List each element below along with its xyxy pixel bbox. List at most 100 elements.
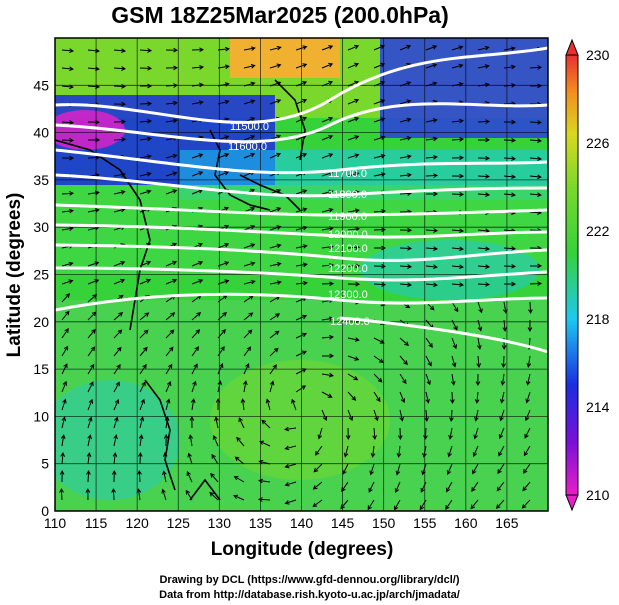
streamline-arrow (61, 155, 75, 161)
streamline-arrow (527, 319, 533, 333)
streamline-arrow (399, 373, 407, 385)
streamline-arrow (113, 101, 127, 107)
contour-label-11800: 11800.0 (328, 189, 367, 201)
streamline-arrow (269, 330, 280, 339)
streamline-arrow (161, 488, 167, 501)
streamline-arrow (243, 346, 252, 357)
streamline-arrow (472, 445, 479, 458)
streamline-arrow (526, 355, 532, 368)
streamline-arrow (399, 391, 406, 404)
streamline-arrow (499, 409, 505, 422)
streamline-arrow (321, 281, 335, 287)
streamline-arrow (477, 137, 491, 143)
streamline-arrow (217, 261, 230, 267)
streamline-arrow (295, 98, 308, 105)
streamline-arrow (269, 225, 282, 231)
streamline-arrow (503, 192, 516, 198)
streamline-arrow (451, 337, 457, 350)
streamline-arrow (61, 328, 69, 339)
streamline-arrow (269, 261, 282, 267)
colorbar-bottom-triangle (565, 494, 579, 512)
streamline-arrow (265, 398, 271, 411)
streamline-arrow (347, 281, 361, 287)
streamline-arrow (217, 46, 230, 52)
streamline-arrow (347, 153, 360, 159)
streamline-arrow (191, 153, 204, 159)
streamline-arrow (113, 364, 121, 375)
streamline-arrow (367, 499, 375, 511)
streamline-arrow (477, 45, 490, 51)
y-tick-label: 30 (33, 219, 49, 235)
streamline-arrow (217, 329, 226, 339)
streamline-arrow (529, 281, 543, 286)
streamline-arrow (524, 409, 531, 422)
streamline-arrow (425, 118, 438, 123)
streamline-arrow (113, 346, 122, 357)
streamline-arrow (529, 83, 543, 89)
streamline-arrow (347, 263, 361, 269)
streamline-arrow (423, 427, 428, 441)
streamline-arrow (187, 452, 193, 465)
streamline-arrow (61, 84, 74, 90)
streamline-arrow (284, 499, 297, 505)
streamline-arrow (295, 280, 308, 286)
streamline-arrow (295, 225, 308, 231)
streamline-arrow (399, 355, 408, 366)
x-tick-label: 155 (413, 515, 437, 531)
streamline-arrow (243, 312, 254, 321)
streamline-arrow (257, 497, 271, 502)
streamline-arrow (258, 459, 271, 465)
streamline-arrow (243, 152, 256, 159)
streamline-arrow (217, 380, 223, 393)
streamline-arrow (295, 63, 308, 69)
streamline-arrow (496, 481, 505, 492)
streamline-arrow (399, 81, 412, 87)
streamline-arrow (498, 445, 505, 457)
streamline-arrow (87, 208, 100, 213)
streamline-arrow (470, 499, 479, 510)
streamline-arrow (373, 117, 386, 123)
streamline-arrow (399, 409, 404, 422)
streamline-arrow (474, 391, 480, 404)
contour-label-11700: 11700.0 (328, 168, 367, 180)
streamline-arrow (321, 62, 334, 69)
streamline-arrow (399, 245, 413, 251)
contour-label-12100: 12100.0 (328, 243, 368, 255)
streamline-arrow (347, 171, 360, 177)
streamline-arrow (399, 172, 412, 178)
streamline-arrow (86, 452, 92, 465)
contour-label-11500: 11500.0 (230, 121, 269, 133)
streamline-arrow (59, 469, 65, 483)
streamline-arrow (139, 136, 152, 142)
streamline-arrow (269, 152, 282, 159)
streamline-arrow (312, 481, 323, 490)
streamline-arrow (425, 191, 439, 197)
streamline-arrow (87, 190, 100, 196)
streamline-arrow (477, 64, 490, 69)
streamline-arrow (61, 293, 71, 303)
streamline-arrow (521, 499, 531, 509)
colorbar-tick-label: 222 (586, 223, 610, 239)
streamline-arrow (473, 427, 479, 440)
credit-data-source: Data from http://database.rish.kyoto-u.a… (159, 589, 460, 601)
streamline-arrow (269, 280, 282, 285)
streamline-arrow (475, 373, 481, 387)
streamline-arrow (61, 398, 67, 411)
streamline-arrow (210, 472, 219, 483)
streamline-arrow (113, 278, 126, 285)
streamline-arrow (209, 491, 219, 501)
streamline-arrow (165, 189, 178, 195)
streamline-arrow (524, 427, 531, 439)
streamline-arrow (447, 445, 453, 458)
streamline-arrow (529, 174, 542, 180)
streamline-arrow (191, 346, 200, 357)
streamline-arrow (269, 313, 281, 321)
streamline-arrow (214, 416, 219, 429)
streamline-arrow (477, 246, 491, 252)
streamline-arrow (449, 391, 455, 405)
streamline-arrow (87, 155, 101, 160)
streamline-arrow (139, 48, 153, 53)
streamline-arrow (113, 329, 123, 339)
streamline-arrow (113, 83, 127, 89)
streamline-arrow (399, 44, 412, 51)
